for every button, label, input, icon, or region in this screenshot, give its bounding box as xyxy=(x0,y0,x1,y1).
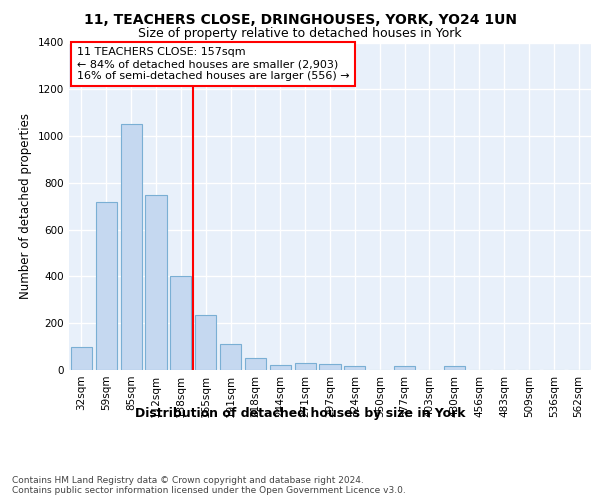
Text: 11, TEACHERS CLOSE, DRINGHOUSES, YORK, YO24 1UN: 11, TEACHERS CLOSE, DRINGHOUSES, YORK, Y… xyxy=(83,12,517,26)
Bar xyxy=(344,366,365,370)
Bar xyxy=(71,346,92,370)
Text: 11 TEACHERS CLOSE: 157sqm
← 84% of detached houses are smaller (2,903)
16% of se: 11 TEACHERS CLOSE: 157sqm ← 84% of detac… xyxy=(77,48,349,80)
Bar xyxy=(220,344,241,370)
Bar xyxy=(96,202,117,370)
Bar xyxy=(295,363,316,370)
Bar xyxy=(170,276,191,370)
Text: Size of property relative to detached houses in York: Size of property relative to detached ho… xyxy=(138,28,462,40)
Text: Distribution of detached houses by size in York: Distribution of detached houses by size … xyxy=(135,408,465,420)
Bar xyxy=(121,124,142,370)
Bar xyxy=(394,366,415,370)
Text: Contains HM Land Registry data © Crown copyright and database right 2024.
Contai: Contains HM Land Registry data © Crown c… xyxy=(12,476,406,495)
Bar xyxy=(245,358,266,370)
Bar xyxy=(145,194,167,370)
Bar xyxy=(444,366,465,370)
Bar xyxy=(319,364,341,370)
Bar xyxy=(195,315,216,370)
Y-axis label: Number of detached properties: Number of detached properties xyxy=(19,114,32,299)
Bar xyxy=(270,366,291,370)
